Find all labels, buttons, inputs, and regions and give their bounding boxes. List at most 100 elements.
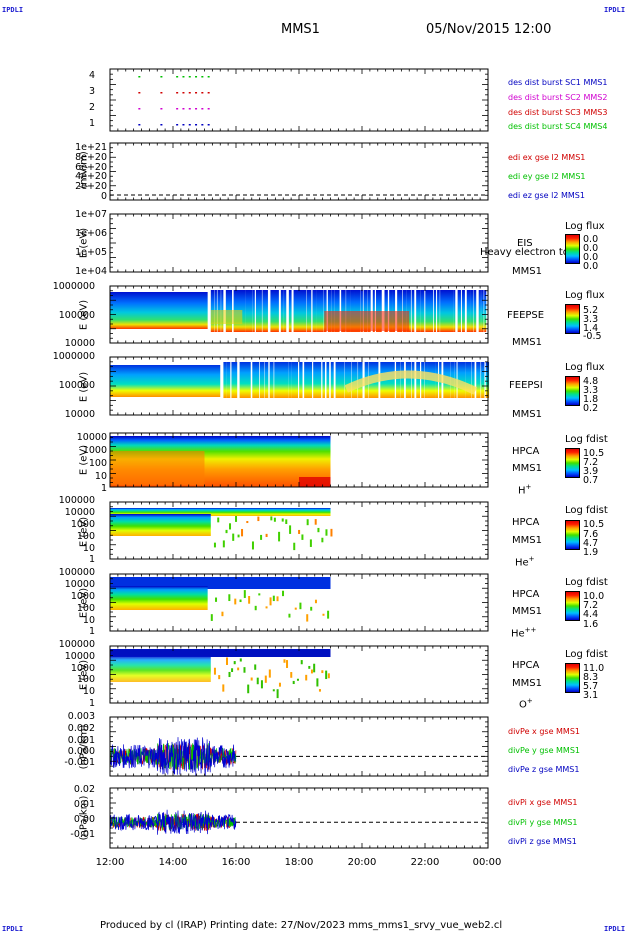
feepsi-spectrum-column [468, 362, 472, 398]
edi-frame [109, 142, 489, 201]
hpca-o-spectrum-column [321, 670, 324, 674]
hpca-hepp-spectrum-column [228, 594, 231, 602]
burst-legend-sc3: des dist burst SC3 MMS3 [508, 108, 608, 117]
burst-mark [195, 108, 198, 110]
hpca-hepp-spectrum-column [282, 590, 285, 597]
burst-legend-sc4: des dist burst SC4 MMS4 [508, 122, 608, 131]
hpca-o-spectrum-column [222, 684, 225, 692]
burst-frame [109, 68, 489, 132]
hpca-he-spectrum-column [232, 533, 235, 541]
burst-mark [160, 92, 163, 94]
burst-mark [182, 108, 185, 110]
feepsi-spectrum-column [304, 362, 309, 398]
hpca-he-spectrum-column [237, 534, 240, 538]
hpca-h-colorbar [565, 448, 580, 478]
hpca-hepp-ytick: 100000 [58, 567, 95, 578]
edi-ytick: 2e+20 [75, 181, 107, 192]
feepse-cb-tick: 5.2 [583, 305, 599, 316]
hpca-hepp-spectrum-column [265, 606, 268, 609]
hpca-hepp-label: HPCA [512, 589, 540, 600]
burst-mark [188, 76, 191, 78]
x-tick: 18:00 [284, 857, 314, 868]
hpca-o-spectrum-block [110, 656, 211, 682]
eis-ytick: 1e+06 [75, 228, 107, 239]
hpca-h-cb-tick: 10.5 [583, 448, 605, 459]
burst-mark [207, 92, 210, 94]
hpca-hepp-spectrum-column [210, 614, 213, 621]
edi-ytick: 4e+20 [75, 171, 107, 182]
feepsi-spectrum-column [239, 362, 244, 398]
feepse-spectrum-column [270, 290, 274, 332]
feepse-spectrum-column [288, 290, 292, 332]
hpca-he-spectrum-column [235, 516, 238, 522]
burst-mark [201, 92, 204, 94]
feepse-spectrum-column [247, 290, 253, 332]
feepse-spectrum-column [284, 290, 287, 332]
feepsi-spectrum-column [313, 362, 317, 398]
burst-mark [176, 124, 179, 126]
burst-ytick: 4 [88, 70, 95, 81]
hpca-o-ytick: 10000 [64, 651, 95, 662]
hpca-hepp-spectrum-column [310, 606, 313, 611]
hpca-he-spectrum-column [330, 528, 333, 537]
feepsi-cb-tick: 4.8 [583, 376, 599, 387]
feepse-spectrum-column [299, 290, 305, 332]
feepsi-spectrum-column [243, 362, 248, 398]
hpca-o-spectrum-column [247, 684, 250, 694]
hpca-he-sc-label: MMS1 [512, 535, 542, 546]
feepsi-spectrum-column [392, 362, 395, 398]
feepse-hot-region [324, 311, 410, 331]
hpca-hepp-spectrum-column [254, 605, 257, 611]
feepsi-colorbar [565, 376, 580, 406]
hpca-h-ytick: 10000 [76, 432, 107, 443]
feepse-spectrum-column [437, 290, 440, 332]
feepse-spectrum-column [478, 290, 481, 332]
feepse-spectrum-column [466, 290, 471, 332]
feepsi-spectrum-column [259, 362, 265, 398]
edi-legend-ey: edi ey gse l2 MMS1 [508, 172, 586, 181]
feepse-hot-region [210, 310, 243, 324]
hpca-o-spectrum-column [276, 689, 279, 699]
hpca-he-spectrum-column [317, 527, 320, 533]
feepsi-spectrum-column [330, 362, 334, 398]
hpca-o-spectrum-column [290, 672, 293, 678]
hpca-o-spectrum-column [250, 677, 253, 681]
feepse-label: FEEPSE [507, 310, 545, 321]
feepsi-spectrum-column [485, 362, 490, 398]
hpca-hepp-sc-label: MMS1 [512, 606, 542, 617]
feepsi-spectrum-column [409, 362, 412, 398]
feepse-spectrum-column [306, 290, 311, 332]
feepse-ytick: 1000000 [52, 281, 95, 292]
hpca-o-ytick: 10 [82, 686, 95, 697]
hpca-o-spectrum-column [283, 659, 286, 663]
divpi-ytick: 0.01 [73, 799, 95, 810]
hpca-hepp-cb-tick: 1.6 [583, 619, 599, 630]
feepsi-cb-tick: 3.3 [583, 385, 599, 396]
hpca-he-spectrum-column [225, 529, 228, 534]
hpca-hepp-spectrum-column [314, 599, 317, 604]
hpca-he-cb-tick: 10.5 [583, 519, 605, 530]
feepsi-spectrum-column [388, 362, 393, 398]
hpca-o-spectrum-column [292, 680, 295, 685]
feepse-spectrum-column [296, 290, 301, 332]
hpca-hepp-spectrum-column [322, 613, 325, 616]
feepsi-spectrum-column [252, 362, 257, 398]
burst-mark [201, 108, 204, 110]
hpca-he-ytick: 1000 [70, 519, 95, 530]
corner-label-tr: IPDLI [604, 6, 626, 14]
divpi-ytick: 0.00 [73, 814, 95, 825]
divpe-trace [109, 737, 237, 776]
hpca-he-cb-tick: 1.9 [583, 547, 599, 558]
eis-cb-tick: 0.0 [583, 234, 599, 245]
divpi-legend-x: divPi x gse MMS1 [508, 798, 578, 807]
feepsi-spectrum-column [396, 362, 401, 398]
x-tick: 00:00 [472, 857, 502, 868]
feepsi-label: FEEPSI [509, 380, 543, 391]
edi-ytick: 6e+20 [75, 162, 107, 173]
corner-label-br: IPDLI [604, 925, 626, 933]
burst-ytick: 1 [88, 118, 95, 129]
hpca-hepp-spectrum-column [234, 598, 237, 605]
hpca-hepp-ytick: 1000 [70, 591, 95, 602]
feepsi-spectrum-block [110, 365, 221, 397]
hpca-he-spectrum-column [314, 519, 317, 525]
